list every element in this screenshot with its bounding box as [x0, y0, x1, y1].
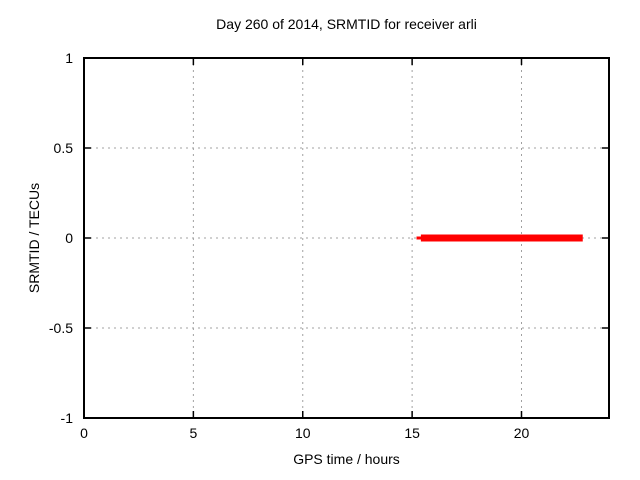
x-tick-label: 0: [80, 425, 88, 441]
x-tick-label: 5: [189, 425, 198, 441]
y-tick-label: 0.5: [53, 140, 73, 156]
x-tick-label: 20: [513, 425, 530, 441]
x-tick-label: 10: [294, 425, 311, 441]
chart-title: Day 260 of 2014, SRMTID for receiver arl…: [216, 16, 477, 32]
y-tick-label: 0: [65, 230, 73, 246]
y-tick-label: 1: [65, 50, 73, 66]
y-tick-label: -1: [60, 410, 73, 426]
plot-border: [83, 57, 610, 419]
x-axis-label: GPS time / hours: [293, 451, 400, 467]
x-tick-label: 15: [404, 425, 420, 441]
y-tick-label: -0.5: [48, 320, 73, 336]
